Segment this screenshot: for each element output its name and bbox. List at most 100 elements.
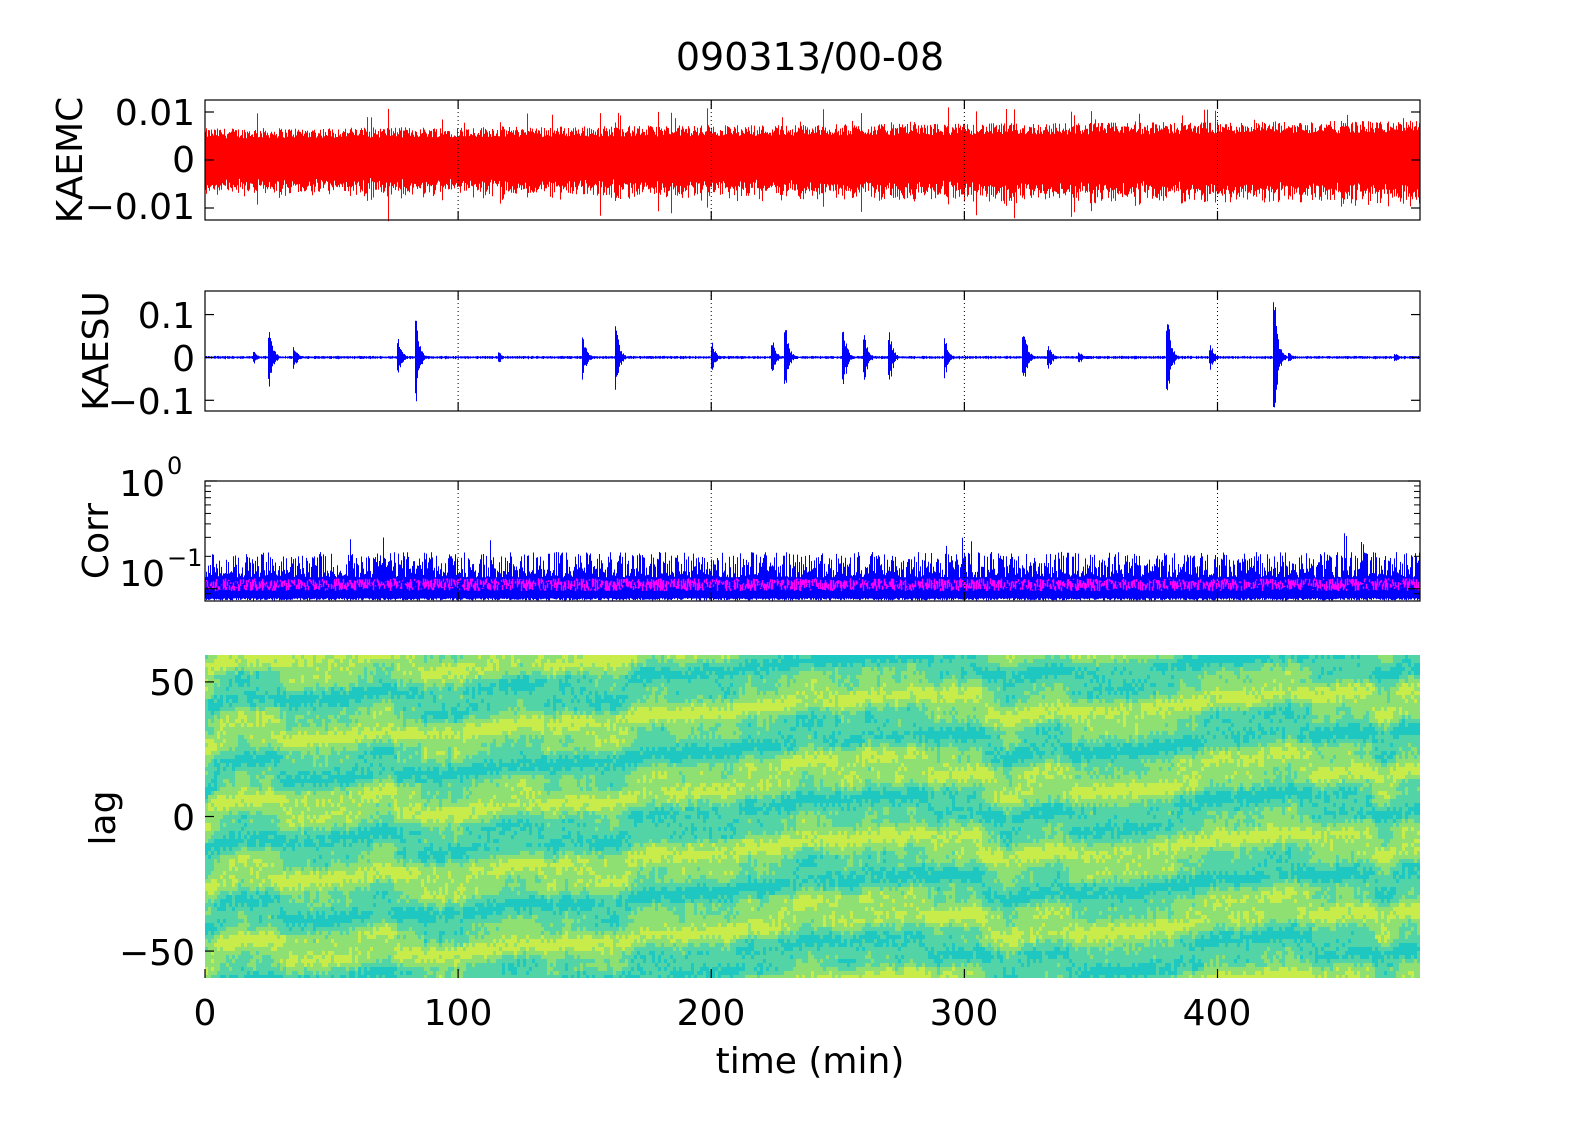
heatmap-cell: [265, 711, 268, 715]
heatmap-cell: [286, 947, 289, 951]
heatmap-cell: [280, 955, 283, 959]
heatmap-cell: [226, 743, 229, 747]
heatmap-cell: [286, 919, 289, 923]
heatmap-cell: [292, 883, 295, 887]
heatmap-cell: [286, 687, 289, 691]
heatmap-cell: [241, 815, 244, 819]
heatmap-cell: [289, 863, 292, 867]
heatmap-cell: [292, 787, 295, 791]
heatmap-cell: [283, 943, 286, 947]
heatmap-cell: [238, 975, 241, 978]
heatmap-cell: [226, 691, 229, 695]
heatmap-cell: [226, 891, 229, 895]
heatmap-cell: [226, 767, 229, 771]
heatmap-cell: [250, 851, 253, 855]
heatmap-cell: [241, 747, 244, 751]
heatmap-cell: [277, 899, 280, 903]
heatmap-cell: [238, 695, 241, 699]
heatmap-cell: [295, 883, 298, 887]
heatmap-cell: [226, 959, 229, 963]
heatmap-cell: [295, 875, 298, 879]
heatmap-cell: [226, 871, 229, 875]
heatmap-cell: [217, 951, 220, 955]
heatmap-cell: [280, 931, 283, 935]
heatmap-cell: [208, 887, 211, 891]
heatmap-cell: [271, 895, 274, 899]
heatmap-cell: [253, 939, 256, 943]
heatmap-cell: [274, 691, 277, 695]
heatmap-cell: [295, 835, 298, 839]
heatmap-cell: [226, 911, 229, 915]
heatmap-cell: [250, 687, 253, 691]
heatmap-cell: [271, 891, 274, 895]
heatmap-cell: [214, 823, 217, 827]
heatmap-cell: [286, 759, 289, 763]
heatmap-cell: [295, 775, 298, 779]
heatmap-cell: [223, 691, 226, 695]
heatmap-cell: [235, 975, 238, 978]
heatmap-cell: [265, 731, 268, 735]
heatmap-cell: [217, 659, 220, 663]
heatmap-cell: [262, 723, 265, 727]
heatmap-cell: [238, 767, 241, 771]
heatmap-cell: [286, 847, 289, 851]
heatmap-cell: [271, 899, 274, 903]
heatmap-cell: [205, 955, 208, 959]
heatmap-cell: [259, 699, 262, 703]
heatmap-cell: [229, 723, 232, 727]
heatmap-cell: [211, 887, 214, 891]
heatmap-cell: [274, 919, 277, 923]
heatmap-cell: [268, 927, 271, 931]
heatmap-cell: [283, 975, 286, 978]
heatmap-cell: [241, 959, 244, 963]
heatmap-cell: [211, 667, 214, 671]
heatmap-cell: [283, 951, 286, 955]
heatmap-cell: [211, 927, 214, 931]
heatmap-cell: [217, 711, 220, 715]
heatmap-cell: [256, 763, 259, 767]
heatmap-cell: [292, 923, 295, 927]
heatmap-cell: [256, 663, 259, 667]
heatmap-cell: [241, 915, 244, 919]
heatmap-cell: [211, 719, 214, 723]
heatmap-cell: [238, 887, 241, 891]
heatmap-cell: [229, 819, 232, 823]
heatmap-cell: [274, 967, 277, 971]
heatmap-cell: [274, 767, 277, 771]
heatmap-cell: [289, 663, 292, 667]
heatmap-cell: [295, 671, 298, 675]
heatmap-cell: [220, 895, 223, 899]
heatmap-cell: [286, 795, 289, 799]
heatmap-cell: [250, 727, 253, 731]
heatmap-cell: [262, 679, 265, 683]
heatmap-cell: [283, 795, 286, 799]
heatmap-cell: [259, 967, 262, 971]
heatmap-cell: [223, 787, 226, 791]
heatmap-cell: [250, 907, 253, 911]
heatmap-cell: [259, 771, 262, 775]
heatmap-cell: [214, 719, 217, 723]
heatmap-cell: [280, 911, 283, 915]
heatmap-cell: [220, 887, 223, 891]
heatmap-cell: [253, 783, 256, 787]
heatmap-cell: [265, 967, 268, 971]
heatmap-cell: [295, 807, 298, 811]
heatmap-cell: [280, 763, 283, 767]
heatmap-cell: [217, 955, 220, 959]
heatmap-cell: [274, 879, 277, 883]
heatmap-cell: [220, 775, 223, 779]
heatmap-cell: [220, 727, 223, 731]
heatmap-cell: [232, 699, 235, 703]
heatmap-cell: [262, 747, 265, 751]
heatmap-cell: [223, 675, 226, 679]
heatmap-cell: [292, 727, 295, 731]
heatmap-cell: [286, 887, 289, 891]
heatmap-cell: [295, 663, 298, 667]
heatmap-cell: [226, 919, 229, 923]
heatmap-cell: [271, 767, 274, 771]
heatmap-cell: [235, 679, 238, 683]
heatmap-cell: [283, 895, 286, 899]
heatmap-cell: [220, 915, 223, 919]
heatmap-cell: [244, 939, 247, 943]
heatmap-cell: [217, 923, 220, 927]
